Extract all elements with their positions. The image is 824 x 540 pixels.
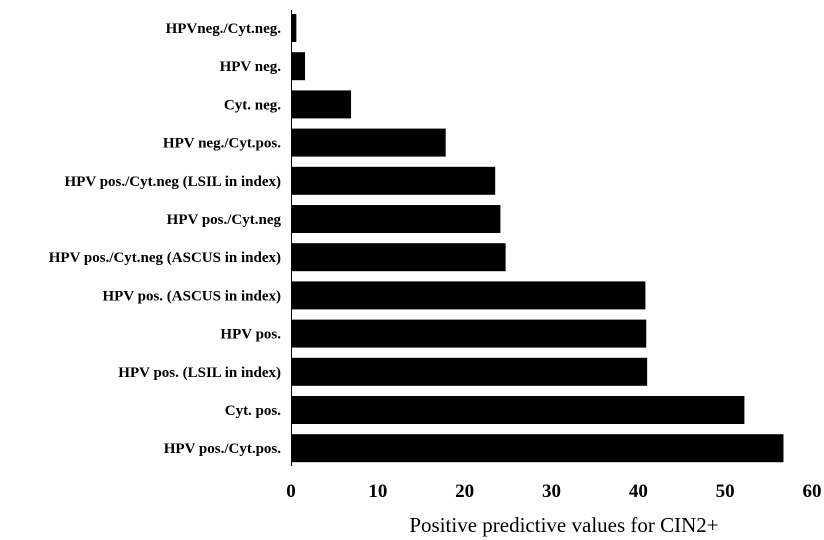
bars: [292, 14, 784, 463]
x-axis-title: Positive predictive values for CIN2+: [409, 513, 718, 537]
x-tick-label: 10: [368, 481, 387, 502]
bar: [292, 205, 501, 233]
bar: [292, 14, 297, 42]
bar: [292, 396, 745, 424]
bar: [292, 52, 306, 81]
category-label: HPVneg./Cyt.neg.: [166, 21, 282, 37]
category-labels: HPVneg./Cyt.neg. HPV neg. Cyt. neg. HPV neg…: [49, 21, 282, 457]
bar: [292, 90, 352, 119]
x-tick-label: 20: [455, 481, 474, 502]
category-label: Cyt. pos.: [225, 403, 282, 419]
category-label: HPV pos. (ASCUS in index): [102, 288, 281, 304]
x-tick-label: 50: [716, 481, 735, 502]
category-label: HPV pos./Cyt.pos.: [164, 441, 281, 457]
x-tick-label: 40: [629, 481, 648, 502]
bar: [292, 281, 646, 310]
x-tick-label: 60: [803, 481, 822, 502]
x-tick-labels: 0 10 20 30 40 50 60: [286, 481, 821, 502]
category-label: HPV neg./Cyt.pos.: [163, 136, 281, 152]
x-tick-label: 30: [542, 481, 561, 502]
bar: [292, 166, 496, 195]
x-tick-label: 0: [286, 481, 296, 502]
category-label: HPV pos./Cyt.neg (LSIL in index): [65, 174, 281, 190]
category-label: HPV pos./Cyt.neg: [167, 212, 282, 228]
category-label: HPV pos.: [220, 327, 281, 343]
category-label: Cyt. neg.: [224, 97, 281, 113]
bar: [292, 319, 647, 348]
bar: [292, 243, 506, 272]
bar: [292, 128, 446, 157]
bar: [292, 357, 648, 386]
bar: [292, 434, 784, 463]
category-label: HPV pos. (LSIL in index): [118, 365, 281, 381]
category-label: HPV neg.: [220, 59, 282, 75]
category-label: HPV pos./Cyt.neg (ASCUS in index): [49, 250, 281, 266]
